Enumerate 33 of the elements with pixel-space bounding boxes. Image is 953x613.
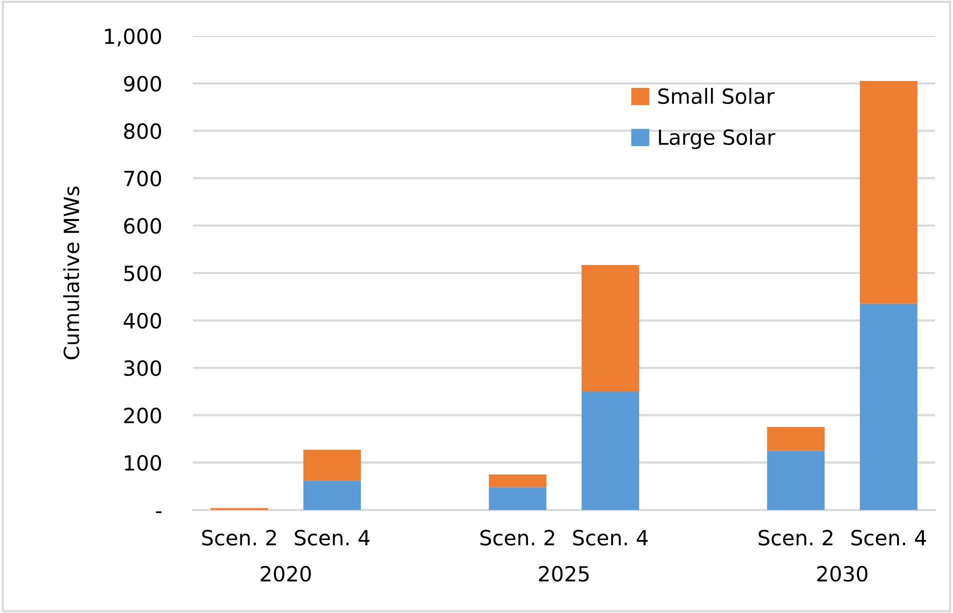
y-tick-label: 300 [124,360,162,376]
x-tick-label: Scen. 4 [573,530,648,546]
y-tick-label: 800 [124,123,162,140]
y-tick-label: 900 [124,76,162,92]
x-tick-label: Scen. 2 [758,530,832,546]
bar [303,450,361,481]
bar [488,474,546,488]
bar [582,264,640,392]
bar [303,480,361,510]
y-tick-label: 100 [124,455,162,471]
bar [767,427,825,451]
y-tick-label: 200 [124,408,162,424]
x-tick-label: Scen. 4 [851,530,926,546]
y-tick-label: 700 [124,170,162,186]
legend-label: Small Solar [658,88,775,104]
y-tick-label: 400 [124,312,162,329]
bar [767,450,825,510]
x-tick-label: Scen. 2 [202,530,276,546]
bar [582,392,640,510]
y-tick-label: 600 [124,218,162,234]
x-tick-label: Scen. 2 [480,530,554,546]
bar [860,81,918,304]
text: 2025 [539,566,589,582]
x-tick-label: Scen. 4 [294,530,370,546]
text: 2020 [260,566,311,582]
legend-label: Large Solar [658,128,776,150]
y-axis-title: Cumulative MWs [63,186,80,360]
bar [860,304,918,510]
y-tick-label: 1,000 [105,28,162,46]
bar [488,487,546,510]
y-tick-label: 500 [124,265,162,282]
text: 2030 [817,566,868,582]
y-tick-label: - [156,511,162,514]
